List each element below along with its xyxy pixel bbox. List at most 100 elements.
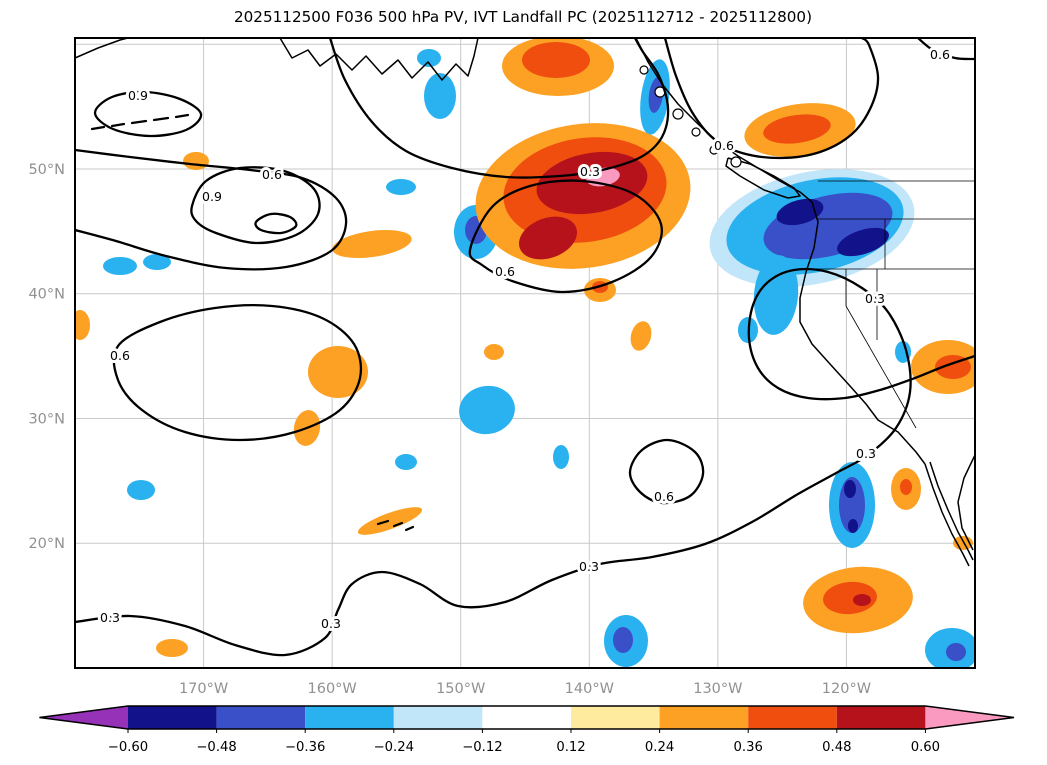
y-axis-tick-labels: 50°N 40°N 30°N 20°N (28, 162, 65, 552)
contour-level-0.6 (917, 38, 975, 61)
island-chain-segment (110, 122, 126, 128)
colorbar-segment (393, 706, 483, 729)
colorbar-segment (659, 706, 749, 729)
negative-anomaly-region (424, 73, 456, 119)
negative-anomaly-region (753, 255, 799, 335)
negative-anomaly-region (459, 385, 515, 435)
colorbar-tick-label: 0.36 (734, 740, 763, 755)
negative-anomaly-region (946, 643, 966, 661)
colorbar-tick-label: −0.36 (285, 740, 325, 755)
contour-label: 0.6 (262, 167, 282, 182)
colorbar-tick-label: 0.12 (556, 740, 585, 755)
colorbar-segment (482, 706, 571, 729)
island-chain-segment (90, 125, 106, 131)
contour-label: 0.6 (930, 47, 950, 62)
contour-level-0.3 (75, 267, 975, 657)
island-chain-segment (130, 119, 148, 125)
negative-anomaly-region (848, 519, 858, 533)
positive-anomaly-region (823, 581, 877, 615)
pv-contour-lines (75, 38, 975, 657)
x-tick-label: 120°W (822, 681, 871, 697)
contour-level-0.6 (468, 179, 663, 294)
contour-label: 0.3 (100, 610, 120, 625)
contour-label: 0.3 (579, 559, 599, 574)
colorbar-segment (128, 706, 217, 729)
colorbar: −0.60 −0.48 −0.36 −0.24 −0.12 0.12 0.24 0.36 0.4… (39, 705, 1015, 755)
positive-anomaly-region (308, 346, 368, 398)
contour-label: 0.9 (128, 88, 148, 103)
colorbar-tick-label: −0.60 (108, 740, 148, 755)
island (730, 156, 742, 168)
negative-anomaly-region (103, 257, 137, 275)
x-tick-label: 150°W (436, 681, 485, 697)
island-chain-segment (152, 116, 170, 122)
x-tick-label: 170°W (179, 681, 228, 697)
colorbar-right-arrow (925, 706, 1014, 729)
negative-anomaly-region (127, 480, 155, 500)
island-chain-segment (376, 519, 390, 526)
colorbar-tick-label: −0.24 (374, 740, 414, 755)
x-tick-label: 130°W (693, 681, 742, 697)
positive-anomaly-region (332, 229, 412, 259)
contour-level-0.9 (190, 166, 321, 245)
coastline (957, 454, 975, 551)
island (709, 145, 719, 155)
island-chain-segment (392, 521, 404, 528)
contour-level-0.9 (93, 90, 203, 138)
contour-level-0.6 (628, 438, 705, 505)
positive-anomaly-region (630, 321, 652, 351)
island-chain-segment (174, 113, 190, 119)
positive-anomaly-region (518, 216, 578, 260)
positive-anomaly-region (853, 594, 871, 606)
colorbar-tick-label: −0.48 (196, 740, 236, 755)
x-tick-label: 140°W (565, 681, 614, 697)
colorbar-segment (836, 706, 926, 729)
island (691, 127, 701, 137)
colorbar-segment (571, 706, 660, 729)
island-chain-segment (404, 525, 415, 532)
y-tick-label: 30°N (28, 411, 65, 427)
plot-border (74, 37, 976, 669)
positive-anomaly-region (156, 639, 188, 657)
contour-level-0.3 (328, 38, 670, 179)
positive-anomaly-region (75, 310, 90, 340)
coastline (725, 157, 801, 199)
negative-anomaly-region (417, 49, 441, 67)
colorbar-tick-label: 0.24 (645, 740, 674, 755)
island (672, 108, 684, 120)
y-tick-label: 50°N (28, 162, 65, 178)
island (639, 65, 649, 75)
positive-anomaly-region (763, 114, 831, 144)
y-tick-label: 20°N (28, 536, 65, 552)
chart-title: 2025112500 F036 500 hPa PV, IVT Landfall… (234, 8, 812, 26)
contour-level-0.6 (663, 38, 880, 160)
coastline (929, 461, 974, 561)
positive-anomaly-region (183, 152, 209, 170)
positive-anomaly-region (357, 507, 423, 535)
colorbar-tick-label: 0.48 (822, 740, 851, 755)
x-axis-tick-labels: 170°W 160°W 150°W 140°W 130°W 120°W (179, 681, 871, 697)
positive-anomaly-region (900, 479, 912, 495)
negative-anomaly-region (395, 454, 417, 470)
colorbar-segment (216, 706, 306, 729)
negative-anomaly-region (837, 227, 889, 257)
contour-label: 0.6 (495, 264, 515, 279)
y-tick-label: 40°N (28, 287, 65, 303)
negative-anomaly-region (386, 179, 416, 195)
contour-level-0.6 (75, 148, 348, 271)
contour-label: 0.3 (321, 616, 341, 631)
colorbar-left-arrow (39, 706, 128, 729)
state-border (845, 305, 917, 429)
colorbar-tick-label: −0.12 (462, 740, 502, 755)
negative-anomaly-region (613, 627, 633, 653)
contour-level-0.6 (112, 304, 363, 442)
x-tick-label: 160°W (308, 681, 357, 697)
colorbar-tick-label: 0.60 (911, 740, 940, 755)
contour-labels: 0.9 0.9 0.6 0.6 0.3 0.6 0.6 0.6 0.6 0.3 0.3 0.3 0.3 0… (97, 44, 953, 634)
colorbar-segment (305, 706, 394, 729)
contour-label: 0.6 (110, 348, 130, 363)
contour-label: 0.3 (580, 164, 600, 179)
